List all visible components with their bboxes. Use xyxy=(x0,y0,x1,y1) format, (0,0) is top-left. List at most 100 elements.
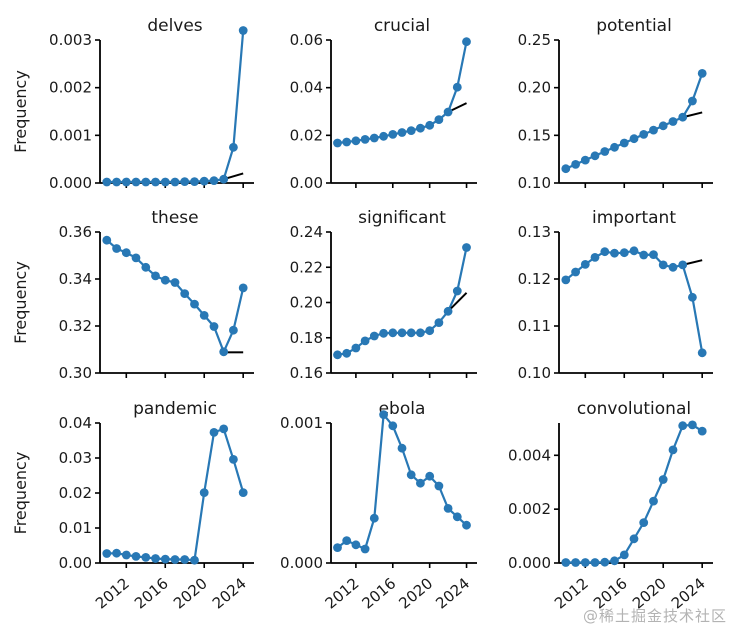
y-tick-label: 0.04 xyxy=(290,79,323,97)
x-tick-label: 2024 xyxy=(209,574,250,612)
subplot-delves: 0.000 0.001 0.002 0.003 delves Frequency xyxy=(11,16,254,192)
data-point xyxy=(388,421,398,431)
data-point xyxy=(416,478,425,488)
data-point xyxy=(678,112,688,122)
frequency-line xyxy=(106,30,245,184)
data-point xyxy=(639,518,649,527)
data-point xyxy=(629,246,639,256)
data-point xyxy=(342,137,352,147)
subplot-potential: 0.10 0.15 0.20 0.25 potential xyxy=(518,16,713,192)
data-point xyxy=(434,318,444,327)
data-point xyxy=(561,558,571,567)
y-tick-label: 0.00 xyxy=(290,174,323,192)
subplot-title: these xyxy=(151,208,198,228)
frequency-line xyxy=(336,413,468,551)
data-point xyxy=(434,481,444,491)
data-point xyxy=(629,534,639,544)
data-point xyxy=(180,177,190,187)
data-point xyxy=(571,267,580,277)
data-point xyxy=(351,540,361,550)
y-tick-label: 0.12 xyxy=(518,270,551,288)
data-point xyxy=(360,135,370,144)
data-point xyxy=(333,350,342,360)
data-point xyxy=(397,128,407,137)
data-point xyxy=(590,151,600,161)
data-point xyxy=(668,262,678,272)
data-point xyxy=(112,244,121,253)
data-point xyxy=(238,488,248,497)
subplot-crucial: 0.00 0.02 0.04 0.06 crucial xyxy=(290,16,477,192)
watermark: @稀土掘金技术社区 xyxy=(582,607,727,625)
data-point xyxy=(238,283,248,293)
data-point xyxy=(610,248,619,258)
data-point xyxy=(462,520,471,530)
data-point xyxy=(406,470,416,480)
data-point xyxy=(112,548,121,558)
data-point xyxy=(649,250,658,259)
data-point xyxy=(209,428,219,437)
data-point xyxy=(619,248,629,258)
subplot-title: delves xyxy=(147,16,202,36)
subplot-convolutional: 0.0000.0020.0042012201620202024convoluti… xyxy=(508,399,713,613)
data-point xyxy=(425,120,435,130)
x-tick-label: 2012 xyxy=(92,574,133,612)
data-point xyxy=(151,177,160,187)
y-tick-label: 0.36 xyxy=(59,223,92,241)
data-point xyxy=(229,455,238,464)
data-point xyxy=(333,543,342,552)
data-point xyxy=(141,177,151,187)
data-point xyxy=(379,131,388,141)
data-point xyxy=(121,177,131,187)
data-point xyxy=(170,555,180,564)
subplot-title: crucial xyxy=(374,16,430,36)
data-point xyxy=(639,130,649,139)
data-point xyxy=(333,138,342,148)
y-tick-label: 0.16 xyxy=(290,364,323,382)
y-tick-label: 0.15 xyxy=(518,126,551,144)
x-tick-label: 2024 xyxy=(432,574,473,612)
y-tick-label: 0.002 xyxy=(49,79,92,97)
y-tick-label: 0.06 xyxy=(290,31,323,49)
y-tick-label: 0.18 xyxy=(290,329,323,347)
subplot-title: ebola xyxy=(379,399,426,419)
y-tick-label: 0.11 xyxy=(518,317,551,335)
y-tick-label: 0.001 xyxy=(280,414,323,432)
data-point xyxy=(678,260,688,270)
data-point xyxy=(452,512,462,522)
data-point xyxy=(416,328,425,338)
data-point xyxy=(342,348,352,358)
data-point xyxy=(360,544,370,554)
data-point xyxy=(180,555,190,564)
data-point xyxy=(397,443,407,453)
data-point xyxy=(397,328,407,338)
data-point xyxy=(102,177,112,187)
data-point xyxy=(219,424,229,434)
subplot-title: important xyxy=(592,208,676,228)
data-point xyxy=(443,504,453,513)
data-point xyxy=(697,69,707,78)
data-point xyxy=(406,328,416,338)
data-point xyxy=(697,426,707,436)
data-point xyxy=(590,558,600,567)
data-point xyxy=(561,164,571,174)
y-tick-label: 0.13 xyxy=(518,223,551,241)
y-tick-label: 0.04 xyxy=(59,414,92,432)
data-point xyxy=(639,250,649,260)
data-point xyxy=(160,554,170,564)
data-point xyxy=(688,292,697,302)
data-point xyxy=(658,475,668,484)
data-point xyxy=(462,243,471,252)
y-tick-label: 0.10 xyxy=(518,364,551,382)
data-point xyxy=(229,142,238,152)
subplot-title: convolutional xyxy=(577,399,691,419)
data-point xyxy=(600,557,610,567)
data-point xyxy=(190,177,199,187)
y-tick-label: 0.10 xyxy=(518,174,551,192)
data-point xyxy=(369,331,379,341)
data-point xyxy=(121,248,131,258)
data-point xyxy=(388,328,398,338)
y-tick-label: 0.00 xyxy=(59,554,92,572)
y-axis-label: Frequency xyxy=(11,452,30,535)
